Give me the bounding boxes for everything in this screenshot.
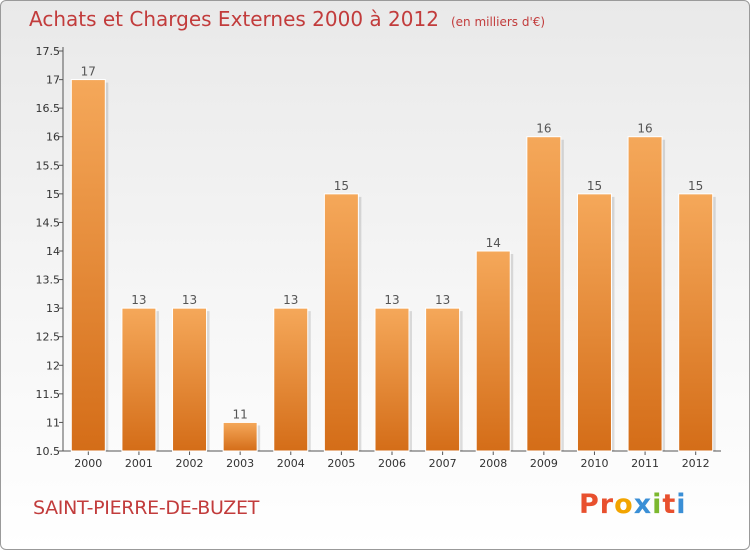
value-label: 15 [587,179,602,193]
x-tick-label: 2009 [530,457,558,470]
y-tick-label: 11.5 [36,388,61,401]
y-tick-label: 13 [46,302,60,315]
y-tick-label: 17.5 [36,45,61,58]
chart-title-text: Achats et Charges Externes 2000 à 2012 [29,7,439,31]
value-label: 13 [131,293,146,307]
x-tick-label: 2000 [74,457,102,470]
value-label: 13 [182,293,197,307]
proxiti-logo[interactable]: Proxiti [579,489,687,520]
value-label: 17 [81,65,96,79]
axes: 10.5 11 11.5 12 12.5 13 13.5 14 14.5 15 15.5 16 16.5… [36,45,721,470]
y-tick-label: 13.5 [36,274,61,287]
x-tick-label: 2003 [226,457,254,470]
logo-letter: P [579,489,600,520]
chart-title: Achats et Charges Externes 2000 à 2012 (e… [29,7,545,31]
y-tick-label: 15.5 [36,159,61,172]
x-tick-label: 2004 [277,457,305,470]
y-tick-label: 17 [46,74,60,87]
x-tick-label: 2008 [479,457,507,470]
y-tick-label: 12.5 [36,331,61,344]
bar-2012 [678,193,714,452]
logo-letter: r [599,489,615,520]
bar-2003 [222,421,258,452]
y-tick-label: 16 [46,131,60,144]
bar-2002 [172,307,208,452]
y-tick-label: 14.5 [36,216,61,229]
value-label: 11 [233,407,248,421]
value-label: 13 [384,293,399,307]
logo-letter: t [662,489,677,520]
bar-2005 [323,193,359,452]
x-tick-label: 2012 [682,457,710,470]
logo-letter: x [633,489,653,520]
value-label: 15 [334,179,349,193]
bar-2009 [526,136,562,452]
y-tick-label: 14 [46,245,60,258]
value-labels: 17 13 13 11 13 15 13 13 14 16 15 16 15 [81,65,704,422]
x-tick-label: 2010 [580,457,608,470]
value-label: 15 [688,179,703,193]
y-tick-label: 11 [46,416,60,429]
chart-unit: (en milliers d'€) [450,15,546,29]
value-label: 16 [536,122,551,136]
value-label: 16 [637,122,652,136]
x-tick-label: 2006 [378,457,406,470]
value-label: 14 [486,236,501,250]
bar-2008 [475,250,511,452]
bar-2010 [576,193,612,452]
x-tick-label: 2002 [176,457,204,470]
bar-2007 [425,307,461,452]
logo-letter: i [652,489,663,520]
x-tick-label: 2011 [631,457,659,470]
y-tick-label: 15 [46,188,60,201]
logo-letter: i [676,489,687,520]
logo-letter: o [614,489,634,520]
value-label: 13 [435,293,450,307]
bar-2000 [70,79,106,452]
y-tick-label: 16.5 [36,102,61,115]
x-tick-label: 2005 [327,457,355,470]
y-tick-label: 10.5 [36,445,61,458]
bar-2011 [627,136,663,452]
bar-2001 [121,307,157,452]
bars [70,79,716,452]
bar-2006 [374,307,410,452]
y-tick-label: 12 [46,359,60,372]
town-name: SAINT-PIERRE-DE-BUZET [33,497,260,519]
x-tick-label: 2001 [125,457,153,470]
bar-2004 [273,307,309,452]
x-tick-label: 2007 [429,457,457,470]
value-label: 13 [283,293,298,307]
